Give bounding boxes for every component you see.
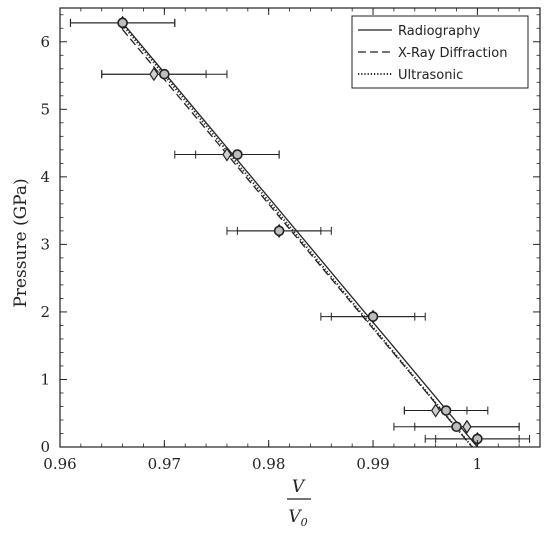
axes-layer: 0.96 0.97 0.98 0.99 1 0 1 2 3 4 5 6 <box>40 8 540 473</box>
legend-label: Ultrasonic <box>398 68 463 83</box>
y-tick-label: 6 <box>40 33 50 51</box>
series-line <box>122 22 478 448</box>
data-point-circle <box>159 68 170 80</box>
series-layer <box>121 22 478 448</box>
plot-area <box>59 7 541 448</box>
points-layer <box>69 15 531 446</box>
y-axis-label: Pressure (GPa) <box>11 178 31 307</box>
data-point-circle <box>232 149 243 160</box>
data-point-diamond <box>430 403 441 418</box>
x-axis-label-denominator: V0 <box>288 507 307 529</box>
data-point-circle <box>117 17 128 29</box>
data-point-circle <box>367 311 379 322</box>
data-point-diamond <box>462 419 472 434</box>
x-tick-label: 0.98 <box>252 455 285 473</box>
data-point-circle <box>440 405 452 416</box>
x-tick-label: 0.97 <box>148 455 181 473</box>
y-tick-label: 1 <box>40 370 50 388</box>
data-point-circle <box>273 225 285 237</box>
y-tick-label: 5 <box>40 100 50 118</box>
x-axis-label-numerator: V <box>292 477 306 497</box>
x-tick-label: 0.99 <box>356 455 389 473</box>
x-tick-label: 1 <box>473 455 483 473</box>
plot-frame <box>59 7 541 448</box>
data-point-diamond <box>222 147 232 162</box>
y-tick-label: 4 <box>40 168 50 186</box>
legend-box <box>351 15 529 89</box>
y-tick-label: 0 <box>40 438 50 456</box>
y-tick-label: 2 <box>40 303 50 321</box>
data-point-circle <box>451 421 462 433</box>
legend-label: X-Ray Diffraction <box>398 46 507 61</box>
legend: Radiography X-Ray Diffraction Ultrasonic <box>351 15 529 89</box>
series-line <box>122 29 473 448</box>
y-tick-label: 3 <box>40 235 50 253</box>
x-tick-label: 0.96 <box>43 455 76 473</box>
data-point-diamond <box>149 67 159 82</box>
legend-label: Radiography <box>398 24 481 39</box>
